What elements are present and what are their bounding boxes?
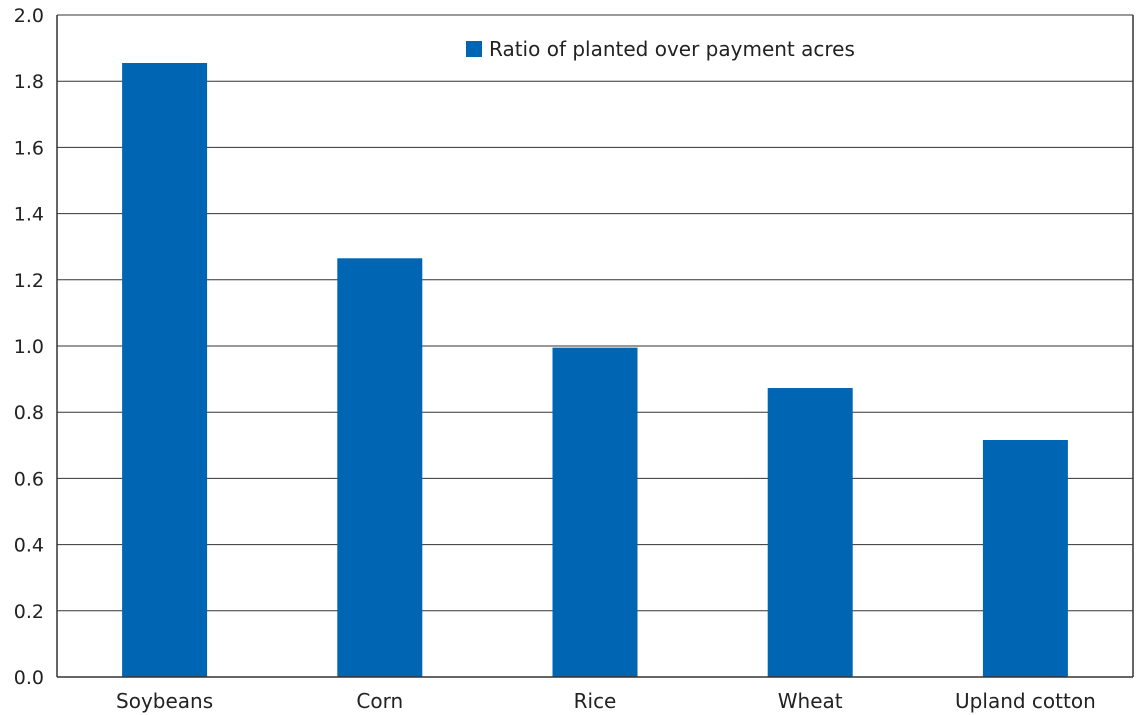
x-category-label: Wheat — [778, 689, 843, 713]
y-tick-label: 0.2 — [14, 601, 44, 623]
y-tick-label: 0.4 — [14, 535, 44, 557]
legend-label: Ratio of planted over payment acres — [489, 37, 855, 61]
gridlines — [57, 14, 1133, 612]
y-tick-label: 1.8 — [14, 71, 44, 93]
legend-swatch — [466, 41, 482, 57]
axes — [56, 15, 1134, 678]
y-tick-label: 1.4 — [14, 204, 44, 226]
x-category-label: Corn — [356, 689, 403, 713]
bar-soybeans — [122, 62, 208, 678]
x-category-label: Upland cotton — [955, 689, 1096, 713]
bar-rice — [552, 347, 638, 677]
y-tick-label: 1.0 — [14, 336, 44, 358]
y-tick-label: 1.6 — [14, 137, 44, 159]
y-tick-label: 0.6 — [14, 468, 44, 490]
bar-corn — [337, 258, 423, 677]
legend: Ratio of planted over payment acres — [466, 37, 855, 61]
x-category-label: Rice — [574, 689, 617, 713]
y-tick-label: 2.0 — [14, 5, 44, 27]
x-category-label: Soybeans — [116, 689, 213, 713]
y-tick-label: 1.2 — [14, 270, 44, 292]
bar-upland-cotton — [982, 440, 1068, 677]
x-category-labels: Soybeans Corn Rice Wheat Upland cotton — [116, 689, 1096, 713]
y-tick-label: 0.0 — [14, 667, 44, 689]
bars — [122, 62, 1068, 678]
bar-wheat — [767, 388, 853, 677]
y-tick-label: 0.8 — [14, 402, 44, 424]
y-tick-labels: 0.0 0.2 0.4 0.6 0.8 1.0 1.2 1.4 1.6 1.8 2.0 — [14, 5, 44, 689]
